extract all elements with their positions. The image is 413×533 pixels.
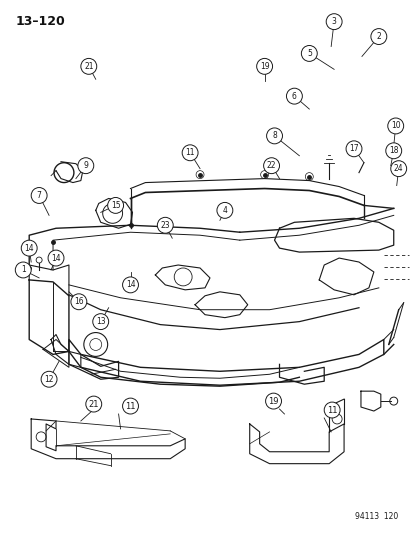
Text: 16: 16 (74, 297, 83, 306)
Circle shape (345, 141, 361, 157)
Circle shape (107, 197, 123, 213)
Text: 18: 18 (388, 146, 398, 155)
Text: 6: 6 (291, 92, 296, 101)
Circle shape (41, 372, 57, 387)
Text: 15: 15 (111, 201, 120, 210)
Circle shape (71, 294, 87, 310)
Text: 14: 14 (126, 280, 135, 289)
Text: 21: 21 (88, 400, 99, 409)
Text: 14: 14 (51, 254, 61, 263)
Circle shape (81, 59, 97, 74)
Text: 5: 5 (306, 49, 311, 58)
Text: 19: 19 (268, 397, 278, 406)
Text: 19: 19 (259, 62, 269, 71)
Circle shape (216, 203, 232, 219)
Text: 12: 12 (44, 375, 54, 384)
Text: 3: 3 (331, 17, 336, 26)
Circle shape (122, 277, 138, 293)
Text: 11: 11 (326, 406, 337, 415)
Text: 9: 9 (83, 161, 88, 170)
Text: 23: 23 (160, 221, 170, 230)
Circle shape (266, 128, 282, 144)
Circle shape (390, 161, 406, 176)
Circle shape (21, 240, 37, 256)
Circle shape (15, 262, 31, 278)
Circle shape (323, 402, 339, 418)
Text: 13–120: 13–120 (15, 15, 65, 28)
Circle shape (256, 59, 272, 74)
Text: 4: 4 (222, 206, 227, 215)
Circle shape (48, 250, 64, 266)
Text: 11: 11 (185, 148, 195, 157)
Circle shape (78, 158, 93, 174)
Text: 14: 14 (24, 244, 34, 253)
Circle shape (265, 393, 281, 409)
Text: 2: 2 (375, 32, 380, 41)
Text: 24: 24 (393, 164, 403, 173)
Text: 21: 21 (84, 62, 93, 71)
Text: 11: 11 (125, 401, 135, 410)
Circle shape (93, 314, 108, 329)
Circle shape (31, 188, 47, 204)
Circle shape (122, 398, 138, 414)
Circle shape (85, 396, 102, 412)
Circle shape (182, 145, 197, 161)
Circle shape (157, 217, 173, 233)
Text: 13: 13 (96, 317, 105, 326)
Text: 22: 22 (266, 161, 275, 170)
Text: 7: 7 (37, 191, 41, 200)
Circle shape (370, 29, 386, 44)
Circle shape (387, 118, 403, 134)
Circle shape (286, 88, 301, 104)
Circle shape (301, 45, 316, 61)
Text: 1: 1 (21, 265, 26, 274)
Text: 17: 17 (348, 144, 358, 154)
Text: 94113  120: 94113 120 (355, 512, 398, 521)
Text: 8: 8 (271, 131, 276, 140)
Circle shape (385, 143, 401, 159)
Circle shape (325, 14, 341, 30)
Circle shape (263, 158, 279, 174)
Text: 10: 10 (390, 122, 399, 131)
